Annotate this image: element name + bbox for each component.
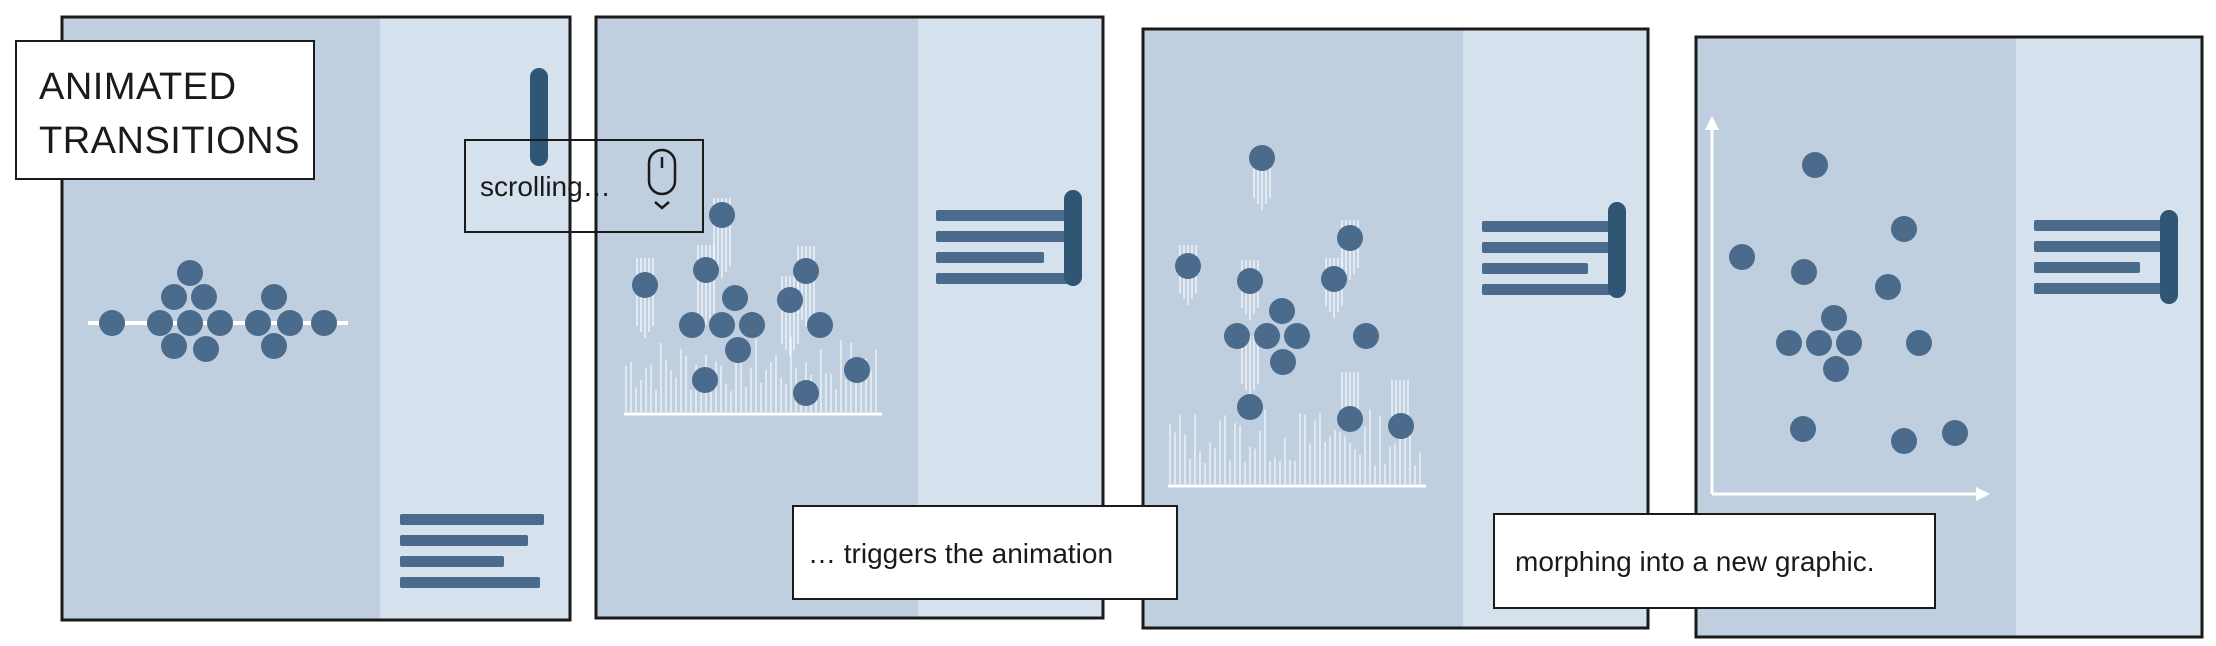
- triggers-text: … triggers the animation: [808, 538, 1114, 569]
- panel-3-frame: [1141, 27, 1650, 630]
- dot: [1821, 305, 1847, 331]
- dot: [1337, 225, 1363, 251]
- panel-4-text-lines: [2034, 220, 2164, 294]
- morphing-caption: morphing into a new graphic.: [1493, 513, 1936, 609]
- dot: [1249, 145, 1275, 171]
- dot: [1776, 330, 1802, 356]
- triggers-caption: … triggers the animation: [792, 505, 1178, 600]
- dot: [1270, 349, 1296, 375]
- dot: [1388, 413, 1414, 439]
- dot: [709, 202, 735, 228]
- dot: [725, 337, 751, 363]
- panel-2-frame: [594, 15, 1105, 620]
- dot: [1906, 330, 1932, 356]
- panel-1-frame: [60, 15, 572, 622]
- dot: [739, 312, 765, 338]
- dot: [793, 380, 819, 406]
- dot: [1729, 244, 1755, 270]
- title-line-1: ANIMATED: [39, 66, 237, 108]
- dot: [1337, 406, 1363, 432]
- title-box: ANIMATED TRANSITIONS: [15, 40, 315, 180]
- dot: [1875, 274, 1901, 300]
- dot: [311, 310, 337, 336]
- dot: [1353, 323, 1379, 349]
- dot: [177, 310, 203, 336]
- dot: [692, 367, 718, 393]
- panel-2-scrollbar[interactable]: [1064, 190, 1082, 286]
- panel-4-frame: [1694, 35, 2204, 639]
- scrolling-text: scrolling…: [480, 171, 611, 202]
- dot: [1790, 416, 1816, 442]
- dot: [161, 333, 187, 359]
- title-line-2: TRANSITIONS: [39, 120, 300, 162]
- dot: [193, 336, 219, 362]
- panel-3-text-lines: [1482, 221, 1612, 295]
- dot: [1321, 266, 1347, 292]
- dot: [1237, 268, 1263, 294]
- scrolling-caption: scrolling…: [464, 139, 704, 233]
- dot: [207, 310, 233, 336]
- dot: [793, 258, 819, 284]
- dot: [277, 310, 303, 336]
- panel-3-dots: [1175, 145, 1414, 439]
- dot: [1802, 152, 1828, 178]
- dot: [709, 312, 735, 338]
- dot: [177, 260, 203, 286]
- panel-2-text-lines: [936, 210, 1068, 284]
- panel-1-scrollbar[interactable]: [530, 68, 548, 166]
- dot: [693, 257, 719, 283]
- dot: [1254, 323, 1280, 349]
- dot: [245, 310, 271, 336]
- dot: [844, 357, 870, 383]
- panel-2-dots: [632, 202, 870, 406]
- dot: [1891, 428, 1917, 454]
- dot: [1269, 298, 1295, 324]
- dot: [1791, 259, 1817, 285]
- panel-3-scrollbar[interactable]: [1608, 202, 1626, 298]
- dot: [191, 284, 217, 310]
- panel-4-scrollbar[interactable]: [2160, 210, 2178, 304]
- dot: [722, 285, 748, 311]
- panel-4-axes: [1705, 116, 1990, 501]
- dot: [261, 284, 287, 310]
- morphing-text: morphing into a new graphic.: [1515, 546, 1875, 577]
- dot: [777, 287, 803, 313]
- dot: [632, 272, 658, 298]
- dot: [147, 310, 173, 336]
- dot: [1284, 323, 1310, 349]
- panel-4-side-area: [2016, 37, 2202, 637]
- dot: [1806, 330, 1832, 356]
- dot: [1237, 394, 1263, 420]
- mouse-scroll-icon: [647, 148, 677, 210]
- dot: [807, 312, 833, 338]
- dot: [161, 284, 187, 310]
- panel-1-dots: [99, 260, 337, 362]
- panel-1-text-lines: [400, 514, 544, 588]
- dot: [1224, 323, 1250, 349]
- dot: [679, 312, 705, 338]
- dot: [261, 333, 287, 359]
- dot: [1823, 356, 1849, 382]
- dot: [1836, 330, 1862, 356]
- dot: [99, 310, 125, 336]
- dot: [1942, 420, 1968, 446]
- dot: [1175, 253, 1201, 279]
- panel-4-dots: [1729, 152, 1968, 454]
- dot: [1891, 216, 1917, 242]
